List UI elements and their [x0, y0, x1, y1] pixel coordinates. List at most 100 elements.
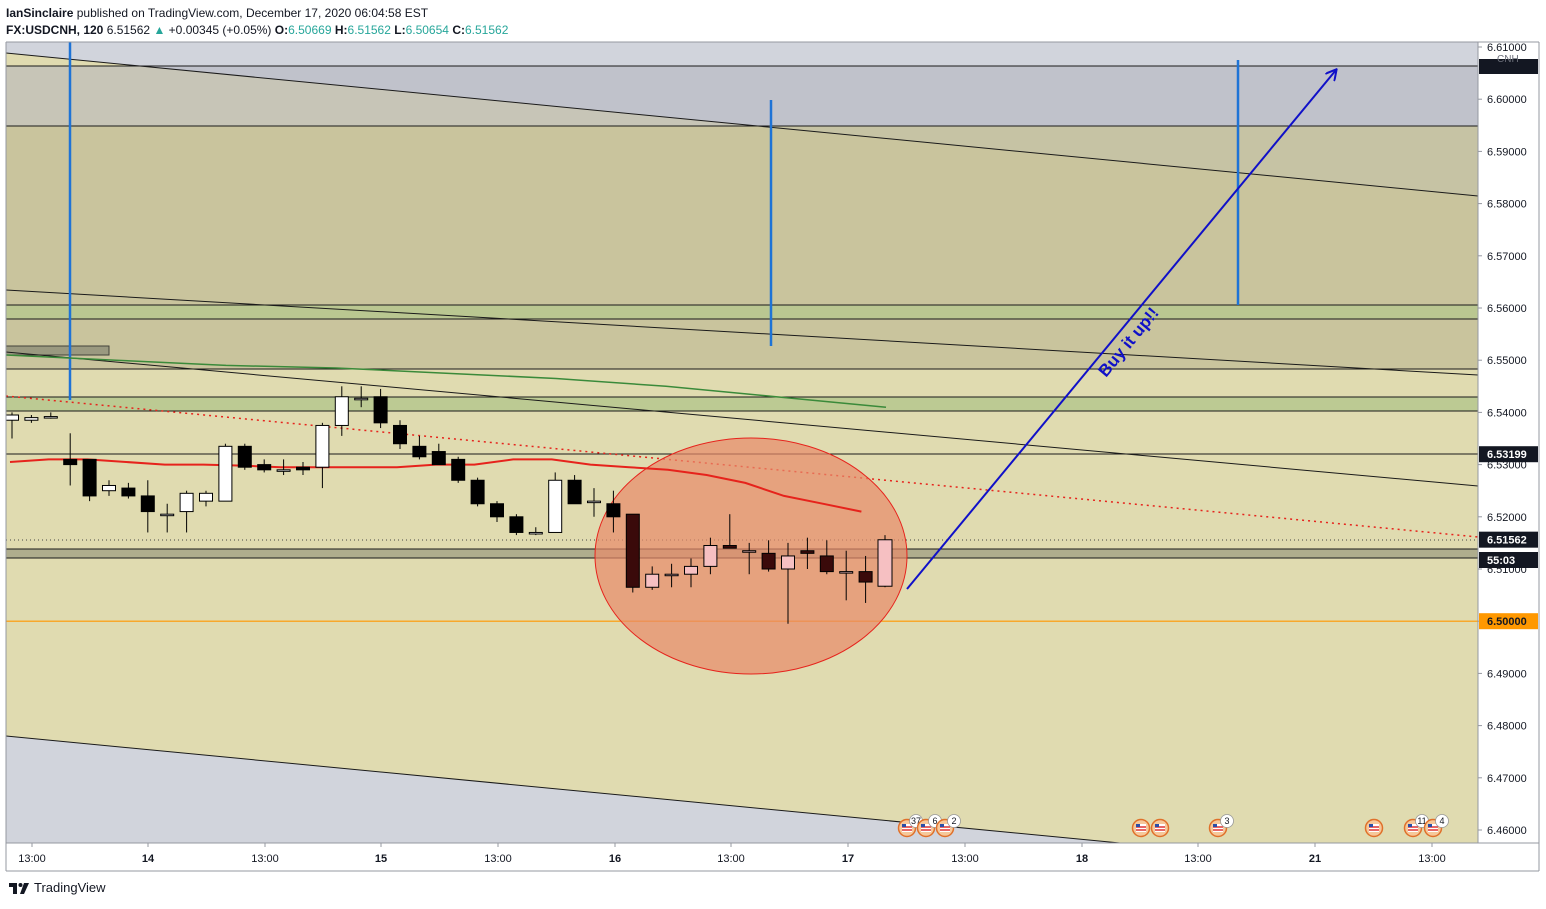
time-axis-background — [6, 843, 1539, 871]
event-marker — [1131, 818, 1151, 838]
event-count: 2 — [951, 816, 956, 826]
candle-body — [819, 555, 834, 573]
high-label: H: — [334, 23, 348, 37]
time-tick-label: 13:00 — [484, 853, 512, 865]
supply-zone-gray — [6, 66, 1478, 126]
candle-body — [567, 479, 582, 505]
event-count: 37 — [911, 816, 921, 826]
event-count-badge — [1435, 814, 1449, 828]
candle-body — [218, 445, 233, 502]
last-price: 6.51562 — [106, 23, 151, 37]
resistance-zone-olive — [6, 126, 1478, 369]
candle-body — [587, 500, 601, 504]
flag-us-icon-body — [940, 824, 950, 832]
candle-body — [140, 495, 155, 513]
price-label-box — [1479, 552, 1538, 568]
candle-body — [781, 555, 795, 570]
candle — [877, 535, 893, 588]
time-tick-label: 18 — [1076, 853, 1088, 865]
candle-body — [761, 552, 776, 570]
candle-body — [334, 396, 349, 426]
trendline-lower — [6, 351, 1478, 487]
time-tick-label: 13:00 — [18, 853, 46, 865]
candle — [800, 537, 815, 569]
candle — [102, 480, 116, 496]
flag-us-icon-body — [1369, 824, 1379, 832]
candle-body — [43, 416, 58, 419]
candle-body — [199, 492, 213, 502]
candle — [528, 527, 543, 536]
time-tick-label: 13:00 — [1184, 853, 1212, 865]
small-zone-box — [6, 345, 110, 356]
low-label: L: — [394, 23, 406, 37]
event-marker: 3 — [1208, 814, 1234, 838]
ticker-legend: FX:USDCNH, 120 6.51562 ▲ +0.00345 (+0.05… — [6, 21, 508, 39]
candle — [567, 475, 582, 505]
candle — [684, 558, 698, 588]
candle — [645, 566, 660, 590]
event-count: 11 — [1417, 816, 1426, 826]
consolidation-ellipse — [594, 437, 908, 675]
trendline-upper — [6, 289, 1478, 376]
candle — [6, 412, 19, 439]
candle — [257, 459, 272, 473]
candle — [625, 513, 640, 593]
event-count-badge — [1220, 814, 1234, 828]
candle-body — [722, 545, 737, 549]
candle-body — [877, 539, 893, 587]
candle — [548, 472, 563, 533]
price-tick-label: 6.53000 — [1487, 460, 1527, 472]
price-tick-label: 6.47000 — [1487, 773, 1527, 785]
support-zone-green — [6, 397, 1478, 411]
price-tick-label: 6.60000 — [1487, 94, 1527, 106]
candle — [761, 540, 776, 572]
candle-body — [431, 451, 446, 466]
candle-body — [373, 396, 388, 424]
price-label: 6.51562 — [1487, 535, 1527, 547]
candle — [82, 458, 97, 502]
candle — [742, 542, 757, 575]
candle-body — [664, 573, 679, 577]
candle-body — [412, 445, 427, 458]
author-name[interactable]: IanSinclaire — [6, 6, 74, 20]
footer-branding[interactable]: TradingView — [8, 880, 106, 895]
candle — [664, 563, 679, 588]
symbol-interval[interactable]: FX:USDCNH, 120 — [6, 23, 104, 37]
flag-canton — [1408, 824, 1412, 827]
candle — [490, 501, 504, 523]
candle-body — [451, 458, 466, 481]
candle — [470, 477, 485, 507]
candle-body — [82, 458, 97, 497]
time-tick-label: 15 — [375, 853, 387, 865]
candle-body — [276, 469, 291, 472]
candle — [606, 490, 621, 533]
candle — [315, 422, 330, 489]
candle-body — [858, 571, 873, 583]
time-tick-label: 13:00 — [951, 853, 979, 865]
footer-brand: TradingView — [34, 880, 106, 895]
moving-average-green — [6, 354, 887, 408]
candle-body — [315, 424, 330, 468]
flag-us-icon-body — [1136, 824, 1146, 832]
event-count-badge — [947, 814, 961, 828]
plot-area[interactable] — [6, 42, 1479, 843]
candle-body — [354, 397, 369, 401]
candle — [703, 537, 718, 575]
price-tick-label: 6.59000 — [1487, 146, 1527, 158]
time-tick-label: 16 — [609, 853, 621, 865]
event-marker: 4 — [1423, 814, 1449, 838]
candle-body — [121, 487, 136, 497]
flag-canton — [1369, 824, 1373, 827]
price-tick-label: 6.52000 — [1487, 512, 1527, 524]
candle-body — [839, 571, 854, 574]
candle — [354, 386, 369, 408]
candle-body — [160, 513, 175, 517]
candle — [237, 443, 252, 470]
candle-body — [24, 417, 39, 421]
open-value: 6.50669 — [288, 23, 332, 37]
candle — [121, 482, 136, 499]
price-tick-label: 6.54000 — [1487, 407, 1527, 419]
candle-body — [102, 484, 116, 492]
price-label: 55:03 — [1487, 555, 1515, 567]
